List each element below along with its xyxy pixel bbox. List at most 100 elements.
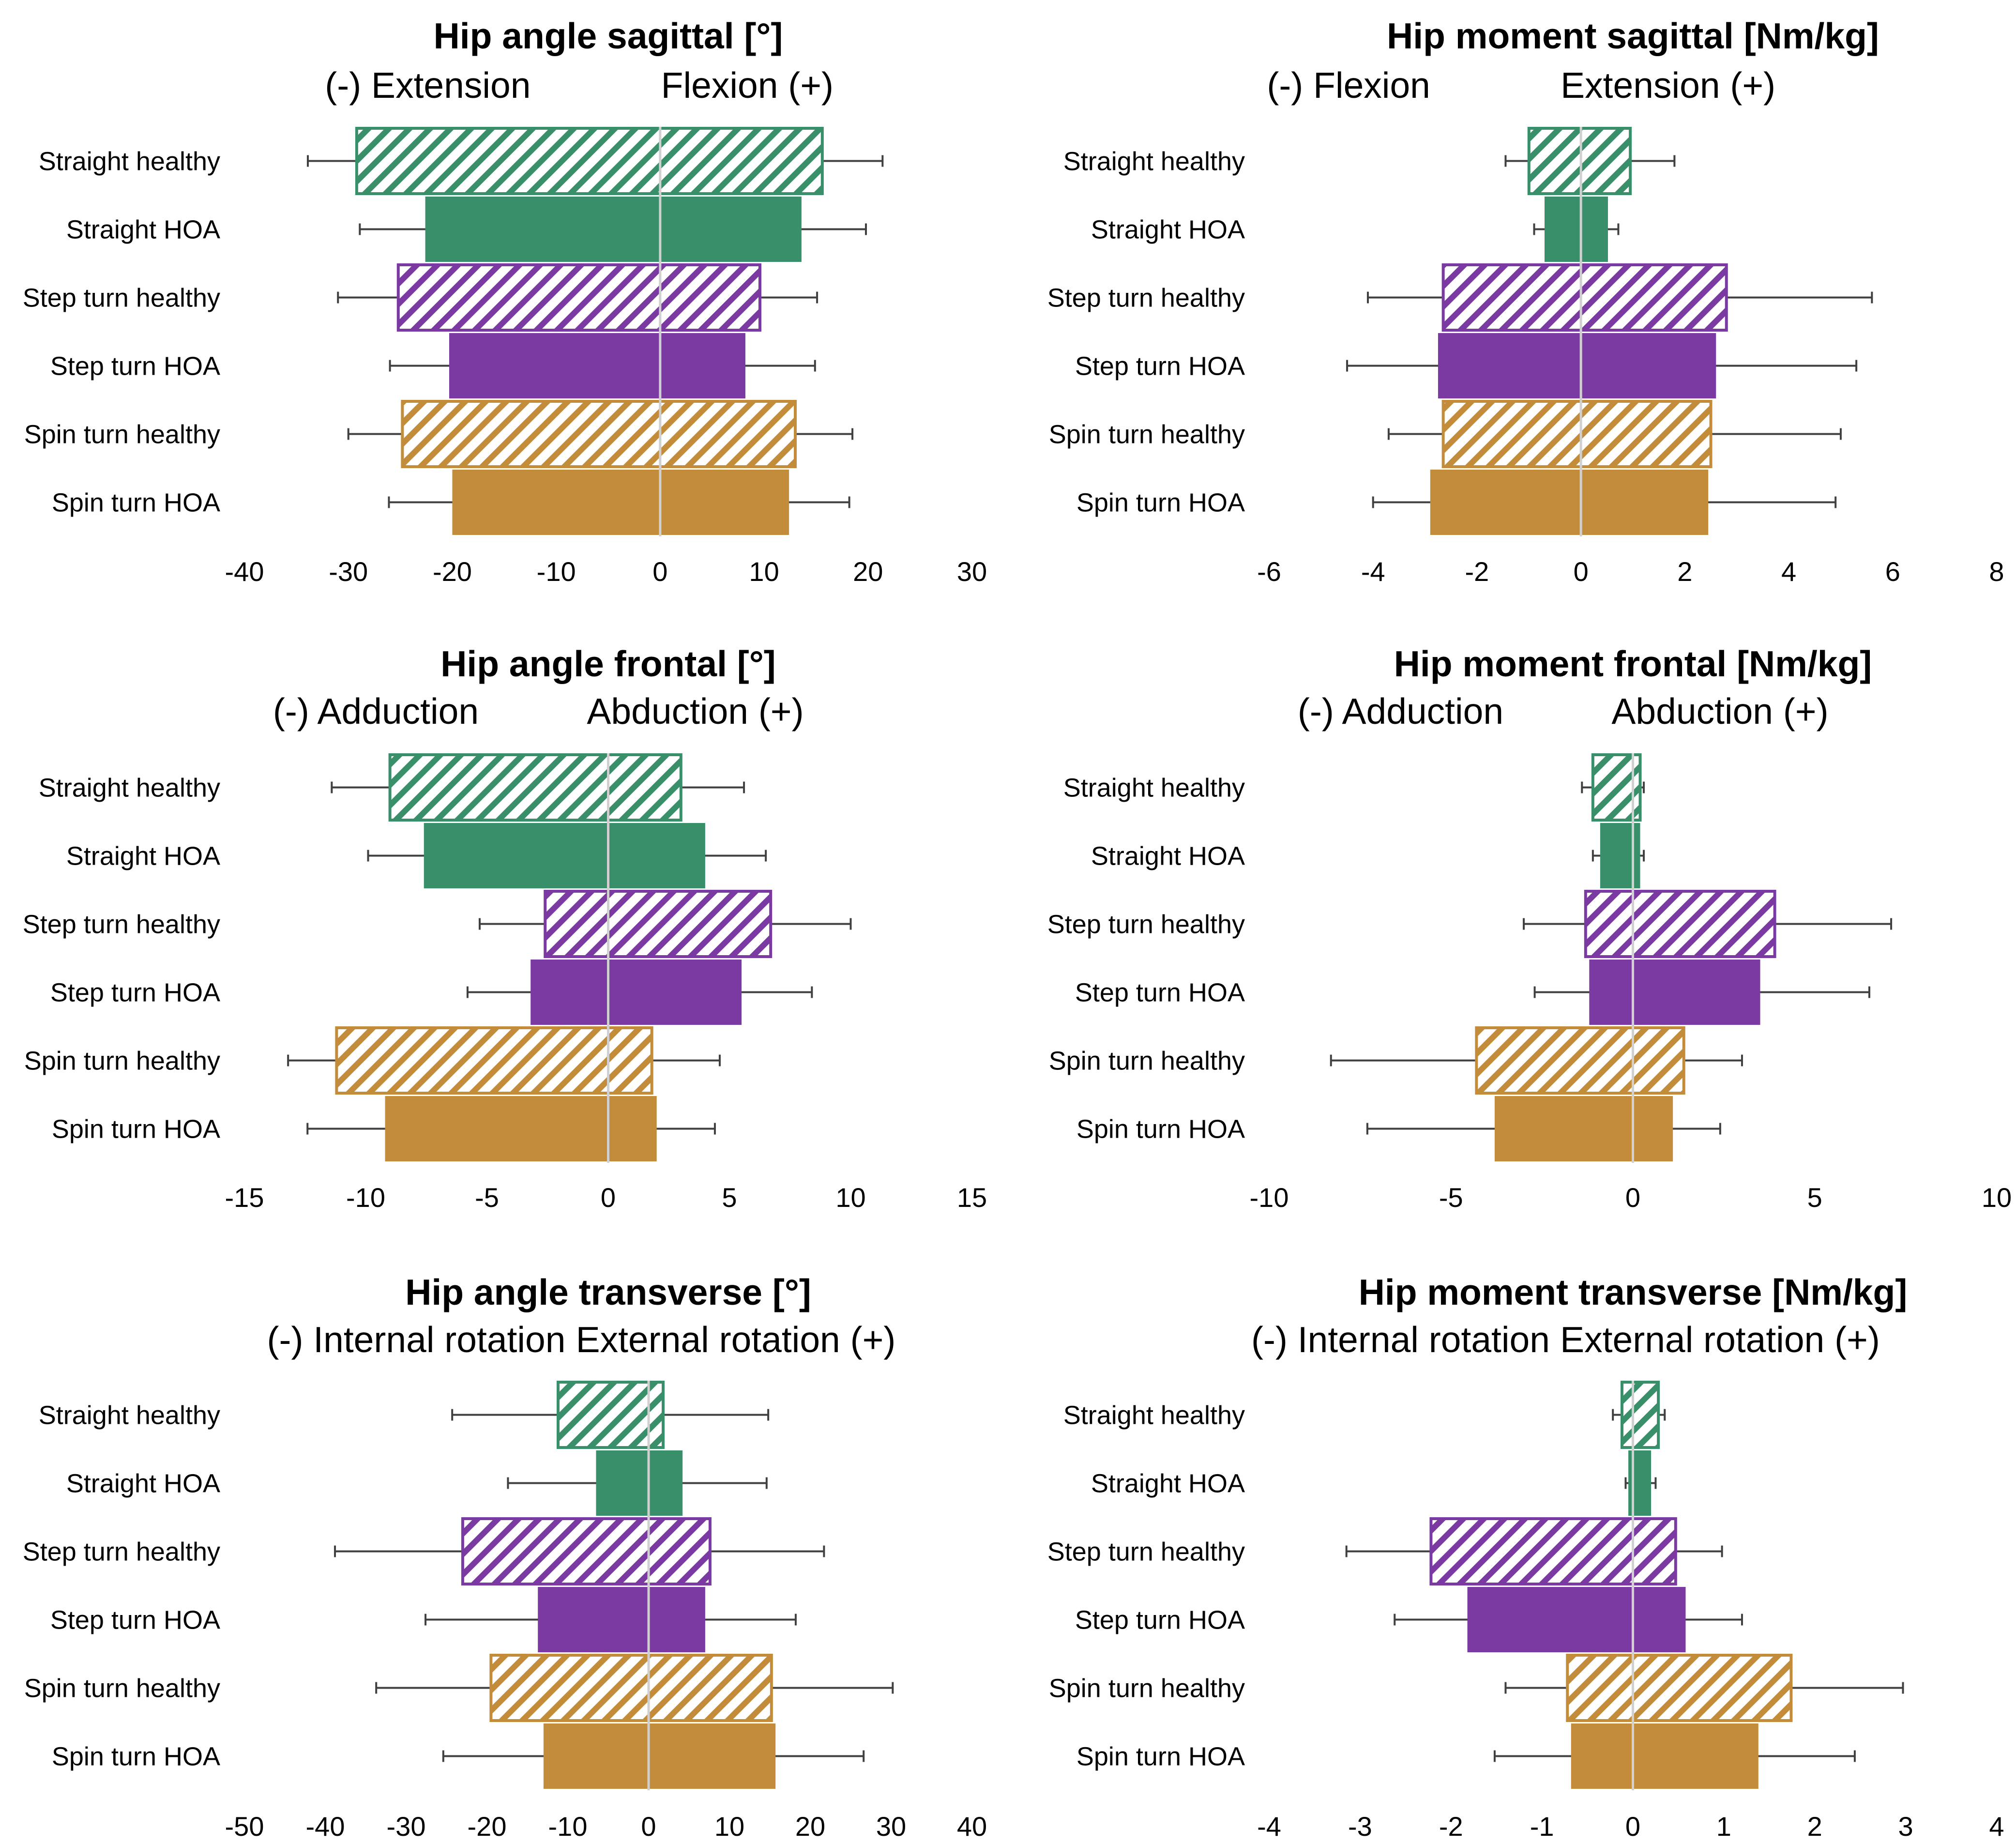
bar-spin-turn-healthy [401, 400, 797, 468]
category-label: Straight HOA [1091, 842, 1245, 871]
x-tick-label: -30 [329, 556, 368, 587]
x-tick-label: 0 [1625, 1811, 1640, 1842]
panel-title: Hip moment transverse [Nm/kg] [1359, 1272, 1908, 1312]
bar-spin-turn-healthy [1441, 400, 1713, 468]
bar-step-turn-hoa [449, 333, 745, 398]
bar-step-turn-healthy [544, 890, 773, 958]
positive-direction-label: Flexion (+) [661, 65, 834, 106]
x-tick-label: 30 [957, 556, 987, 587]
category-label: Straight HOA [1091, 1469, 1245, 1498]
x-tick-label: -4 [1257, 1811, 1281, 1842]
bar-straight-healthy [355, 127, 824, 195]
bar-straight-healthy [1620, 1381, 1660, 1449]
bar-straight-hoa [1600, 823, 1640, 888]
x-tick-label: -2 [1439, 1811, 1463, 1842]
x-tick-label: -5 [1439, 1182, 1463, 1213]
x-tick-label: -10 [548, 1811, 588, 1842]
x-tick-label: -6 [1257, 556, 1281, 587]
x-tick-label: -30 [387, 1811, 426, 1842]
category-label: Step turn healthy [23, 284, 220, 313]
bar-spin-turn-hoa [1430, 470, 1709, 535]
negative-direction-label: (-) Internal rotation [267, 1319, 566, 1360]
negative-direction-label: (-) Adduction [1298, 691, 1503, 732]
category-label: Step turn healthy [1047, 1538, 1245, 1567]
x-tick-label: 3 [1898, 1811, 1913, 1842]
bar-step-turn-hoa [1589, 960, 1760, 1025]
x-tick-label: -4 [1361, 556, 1385, 587]
bar-straight-hoa [424, 823, 705, 888]
category-label: Spin turn HOA [52, 1742, 220, 1771]
x-tick-label: 0 [1625, 1182, 1640, 1213]
category-label: Step turn healthy [23, 1538, 220, 1567]
x-tick-label: 2 [1807, 1811, 1822, 1842]
negative-direction-label: (-) Adduction [273, 691, 479, 732]
bar-step-turn-healthy [461, 1517, 712, 1585]
bar-spin-turn-hoa [1494, 1096, 1673, 1161]
panel-title: Hip moment frontal [Nm/kg] [1394, 643, 1872, 684]
category-label: Spin turn healthy [1049, 420, 1245, 449]
panel-title: Hip moment sagittal [Nm/kg] [1387, 15, 1879, 56]
category-label: Straight healthy [1063, 1401, 1245, 1430]
negative-direction-label: (-) Flexion [1267, 65, 1430, 106]
x-tick-label: -5 [475, 1182, 499, 1213]
bar-straight-healthy [556, 1381, 665, 1449]
category-label: Straight HOA [66, 215, 220, 244]
category-label: Spin turn HOA [1076, 1742, 1245, 1771]
category-label: Straight healthy [1063, 147, 1245, 176]
x-tick-label: -3 [1348, 1811, 1372, 1842]
bar-spin-turn-hoa [1571, 1723, 1758, 1789]
x-tick-label: 10 [835, 1182, 865, 1213]
panel-title: Hip angle sagittal [°] [434, 15, 783, 56]
category-label: Spin turn HOA [52, 488, 220, 518]
category-label: Spin turn healthy [24, 1674, 220, 1703]
x-tick-label: 20 [853, 556, 883, 587]
bar-spin-turn-hoa [543, 1723, 776, 1789]
x-tick-label: -40 [225, 556, 264, 587]
bar-step-turn-healthy [396, 263, 761, 332]
bar-step-turn-hoa [1467, 1587, 1686, 1652]
category-label: Step turn HOA [1075, 1606, 1245, 1635]
x-tick-label: 2 [1677, 556, 1692, 587]
category-label: Spin turn healthy [24, 1047, 220, 1076]
category-label: Step turn healthy [23, 910, 220, 939]
x-tick-label: 6 [1885, 556, 1900, 587]
x-tick-label: -1 [1530, 1811, 1554, 1842]
x-tick-label: 0 [1574, 556, 1589, 587]
category-label: Spin turn healthy [1049, 1674, 1245, 1703]
x-tick-label: -2 [1465, 556, 1489, 587]
category-label: Spin turn HOA [1076, 488, 1245, 518]
x-tick-label: 0 [641, 1811, 656, 1842]
category-label: Straight HOA [66, 842, 220, 871]
bar-step-turn-hoa [531, 960, 742, 1025]
category-label: Step turn HOA [50, 352, 220, 381]
x-tick-label: -20 [468, 1811, 507, 1842]
category-label: Spin turn HOA [52, 1115, 220, 1144]
category-label: Spin turn HOA [1076, 1115, 1245, 1144]
negative-direction-label: (-) Extension [325, 65, 531, 106]
x-tick-label: -10 [1250, 1182, 1289, 1213]
bar-step-turn-hoa [1438, 333, 1716, 398]
category-label: Step turn HOA [50, 1606, 220, 1635]
bar-straight-hoa [596, 1450, 683, 1516]
bar-spin-turn-hoa [452, 470, 789, 535]
positive-direction-label: Extension (+) [1561, 65, 1775, 106]
x-tick-label: 0 [652, 556, 667, 587]
category-label: Step turn HOA [50, 978, 220, 1007]
x-tick-label: 10 [714, 1811, 744, 1842]
category-label: Straight HOA [1091, 215, 1245, 244]
panel-hip-angle-sagittal: Hip angle sagittal [°] (-) Extension Flexi… [23, 15, 987, 587]
category-label: Step turn HOA [1075, 352, 1245, 381]
x-tick-label: -10 [346, 1182, 385, 1213]
category-label: Step turn HOA [1075, 978, 1245, 1007]
category-label: Straight healthy [39, 774, 220, 803]
negative-direction-label: (-) Internal rotation [1251, 1319, 1550, 1360]
x-tick-label: -10 [537, 556, 576, 587]
bar-spin-turn-healthy [489, 1654, 773, 1722]
x-tick-label: -15 [225, 1182, 264, 1213]
x-tick-label: 4 [1989, 1811, 2004, 1842]
x-tick-label: 10 [749, 556, 779, 587]
bar-straight-hoa [425, 197, 802, 262]
x-tick-label: -50 [225, 1811, 264, 1842]
panel-hip-moment-frontal-nm-kg: Hip moment frontal [Nm/kg] (-) Adduction A… [1047, 643, 2012, 1213]
